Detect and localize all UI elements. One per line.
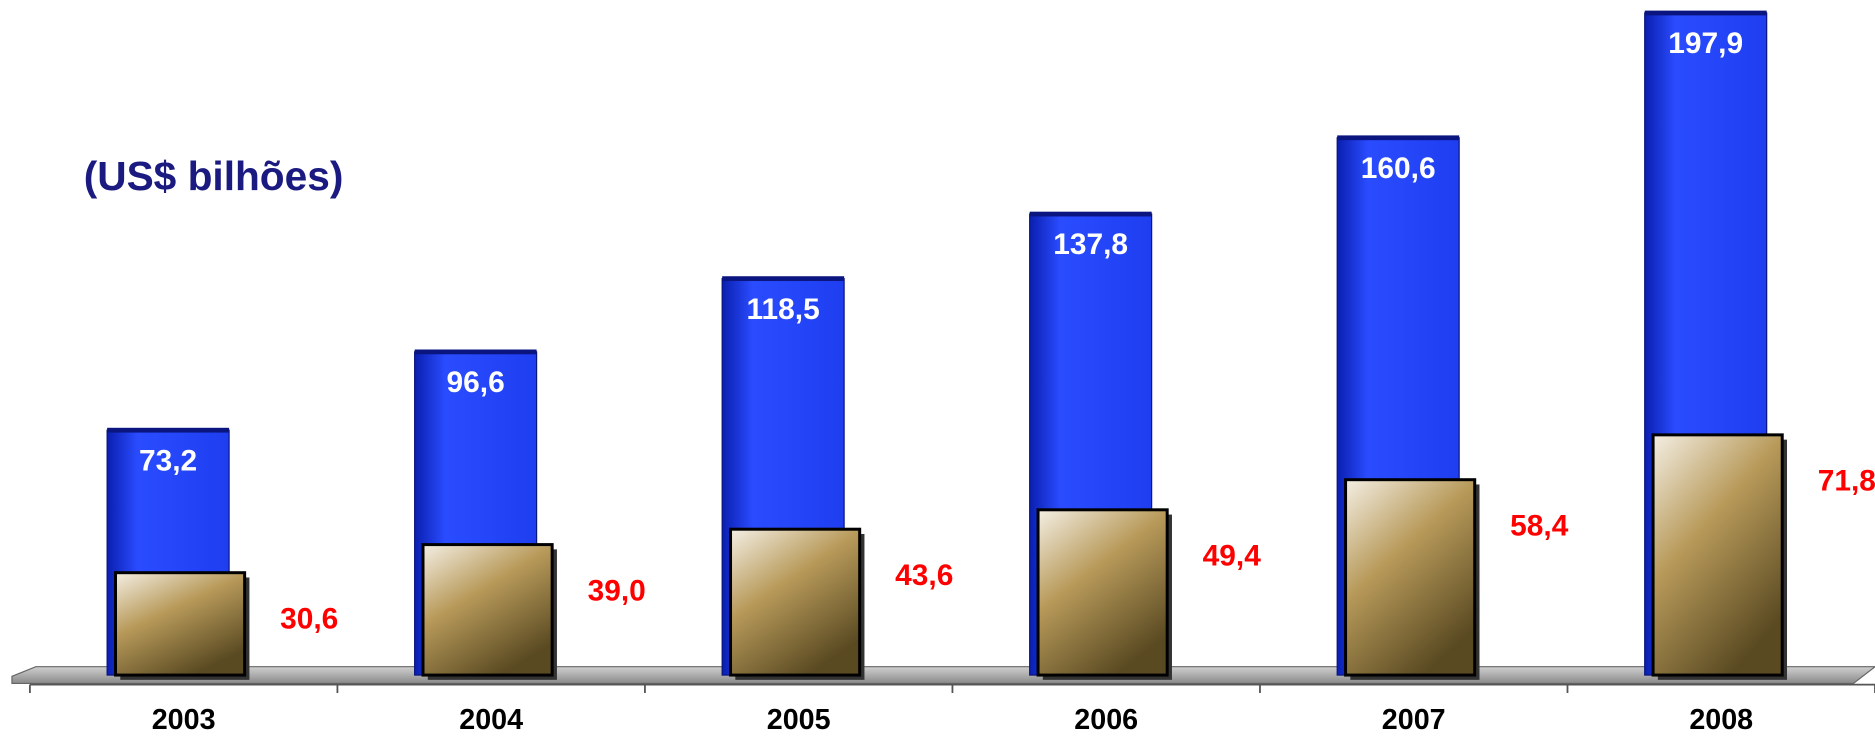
value-label: 197,9 — [1668, 27, 1743, 60]
value-label: 39,0 — [588, 574, 646, 607]
value-label: 73,2 — [139, 444, 197, 477]
value-label: 43,6 — [895, 559, 953, 592]
value-label: 160,6 — [1361, 152, 1436, 185]
picture-bar — [421, 543, 554, 677]
bar-top — [414, 349, 537, 355]
bar-top — [1029, 211, 1152, 217]
x-tick-label: 2005 — [767, 704, 831, 736]
picture-bar — [1036, 508, 1169, 677]
value-label: 137,8 — [1053, 228, 1128, 261]
picture-bar — [1344, 478, 1477, 677]
x-tick-label: 2006 — [1074, 704, 1138, 736]
value-label: 30,6 — [280, 602, 338, 635]
value-label: 71,8 — [1818, 465, 1875, 498]
x-tick-label: 2004 — [459, 704, 523, 736]
x-tick-label: 2008 — [1689, 704, 1753, 736]
value-label: 118,5 — [747, 293, 820, 326]
bar-top — [1644, 10, 1767, 16]
x-tick-label: 2007 — [1382, 704, 1446, 736]
value-label: 49,4 — [1203, 539, 1262, 572]
x-tick-label: 2003 — [152, 704, 216, 736]
picture-bar — [729, 527, 862, 677]
value-label: 96,6 — [447, 366, 505, 399]
bar-top — [722, 276, 845, 282]
value-label: 58,4 — [1510, 509, 1569, 542]
bar-top — [107, 427, 230, 433]
bar-top — [1337, 135, 1460, 141]
picture-bar — [113, 571, 247, 677]
chart-subtitle: (US$ bilhões) — [84, 153, 344, 199]
floor — [11, 666, 1875, 685]
picture-bar — [1651, 433, 1784, 677]
